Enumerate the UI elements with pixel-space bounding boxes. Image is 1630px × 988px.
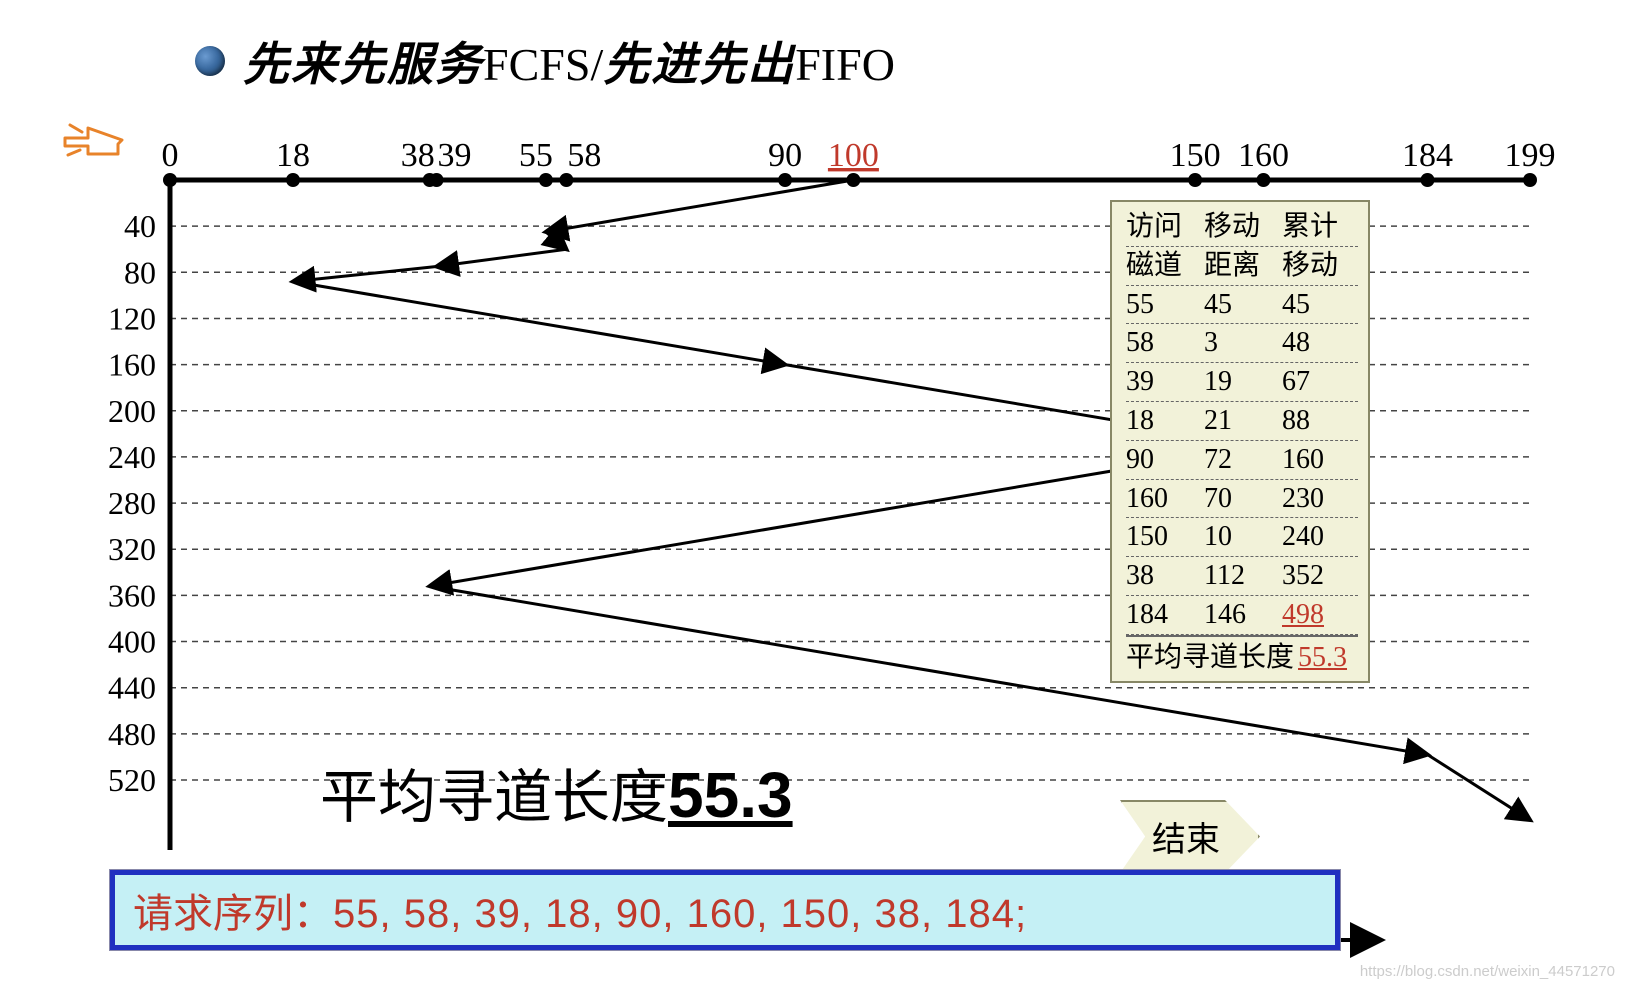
table-row: 16070230 — [1126, 480, 1358, 519]
svg-text:90: 90 — [768, 137, 802, 174]
title-en-2: FIFO — [795, 39, 895, 90]
svg-text:320: 320 — [108, 531, 156, 567]
svg-text:38: 38 — [401, 137, 435, 174]
svg-text:80: 80 — [124, 254, 156, 290]
table-row: 391967 — [1126, 363, 1358, 402]
svg-text:55: 55 — [519, 137, 553, 174]
table-row: 访问移动累计 — [1126, 208, 1358, 247]
table-row: 磁道距离移动 — [1126, 247, 1358, 286]
svg-text:200: 200 — [108, 393, 156, 429]
table-row: 184146498 — [1126, 596, 1358, 635]
svg-text:199: 199 — [1505, 137, 1556, 174]
svg-text:120: 120 — [108, 300, 156, 336]
request-suffix: ; — [1015, 892, 1027, 936]
svg-text:440: 440 — [108, 670, 156, 706]
table-row: 182188 — [1126, 402, 1358, 441]
svg-text:18: 18 — [276, 137, 310, 174]
svg-text:360: 360 — [108, 577, 156, 613]
seek-table: 访问移动累计磁道距离移动5545455834839196718218890721… — [1110, 200, 1370, 683]
bullet-icon — [195, 46, 225, 76]
request-sequence-box: 请求序列：55, 58, 39, 18, 90, 160, 150, 38, 1… — [110, 870, 1340, 950]
svg-text:400: 400 — [108, 624, 156, 660]
watermark: https://blog.csdn.net/weixin_44571270 — [1360, 963, 1615, 980]
svg-text:184: 184 — [1402, 137, 1453, 174]
title-cn-1: 先来先服务 — [243, 39, 483, 90]
request-label: 请求序列： — [133, 891, 333, 936]
title-en-1: FCFS — [483, 39, 590, 90]
svg-text:160: 160 — [108, 347, 156, 383]
title-cn-2: 先进先出 — [603, 39, 795, 90]
seek-chart: 40 80 120 160 200 240 280 320 360 400 440 480 520 0 18… — [100, 130, 1560, 930]
table-footer: 平均寻道长度55.3 — [1126, 635, 1358, 677]
svg-text:39: 39 — [438, 137, 472, 174]
svg-text:240: 240 — [108, 439, 156, 475]
table-row: 58348 — [1126, 324, 1358, 363]
svg-text:480: 480 — [108, 716, 156, 752]
table-row: 38112352 — [1126, 557, 1358, 596]
table-row: 9072160 — [1126, 441, 1358, 480]
avg-label: 平均寻道长度 — [320, 765, 668, 830]
svg-text:100: 100 — [828, 137, 879, 174]
end-text: 结束 — [1152, 822, 1220, 859]
svg-text:150: 150 — [1170, 137, 1221, 174]
title-text: 先来先服务FCFS/先进先出FIFO — [243, 28, 895, 94]
svg-text:58: 58 — [567, 137, 601, 174]
title-sep: / — [590, 39, 603, 90]
avg-value: 55.3 — [668, 759, 793, 831]
svg-text:0: 0 — [162, 137, 179, 174]
slide-title: 先来先服务FCFS/先进先出FIFO — [195, 28, 895, 94]
svg-text:160: 160 — [1238, 137, 1289, 174]
svg-text:280: 280 — [108, 485, 156, 521]
svg-text:40: 40 — [124, 208, 156, 244]
svg-text:520: 520 — [108, 762, 156, 798]
avg-seek-length: 平均寻道长度55.3 — [320, 750, 793, 834]
table-row: 15010240 — [1126, 518, 1358, 557]
table-row: 554545 — [1126, 286, 1358, 325]
request-sequence: 55, 58, 39, 18, 90, 160, 150, 38, 184 — [333, 892, 1015, 936]
